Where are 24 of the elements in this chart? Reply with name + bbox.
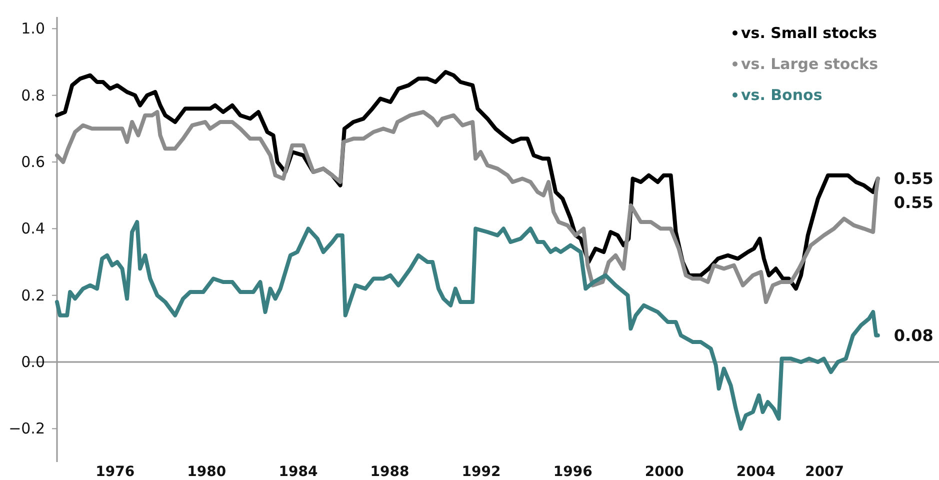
x-tick-label: 1976 (96, 464, 135, 480)
data-label: 0.55 (894, 169, 934, 188)
x-tick-label: 2000 (644, 464, 684, 480)
line-series (55, 110, 880, 304)
x-tick-label: 1980 (187, 464, 226, 480)
y-tick-label: 1.0 (21, 20, 45, 38)
data-label: 0.08 (894, 326, 934, 345)
x-tick-label: 1984 (278, 464, 318, 480)
data-label: 0.55 (894, 193, 934, 212)
x-tick-label: 2004 (736, 464, 776, 480)
x-tick-label: 2007 (805, 464, 844, 480)
legend-label: vs. Large stocks (741, 55, 878, 73)
y-tick-label: −0.2 (8, 420, 45, 438)
y-tick-label: 0.4 (21, 220, 45, 238)
line-series (55, 220, 880, 431)
x-tick-label: 1988 (370, 464, 410, 480)
y-tick-label: 0.6 (21, 153, 45, 171)
legend-label: vs. Small stocks (741, 24, 877, 42)
y-tick-label: 0.2 (21, 286, 45, 304)
y-tick-label: 0.8 (21, 86, 45, 104)
x-tick-label: 1992 (462, 464, 501, 480)
y-tick-label: 0.0 (21, 353, 45, 371)
legend-label: vs. Bonos (741, 86, 822, 104)
x-tick-label: 1996 (553, 464, 592, 480)
